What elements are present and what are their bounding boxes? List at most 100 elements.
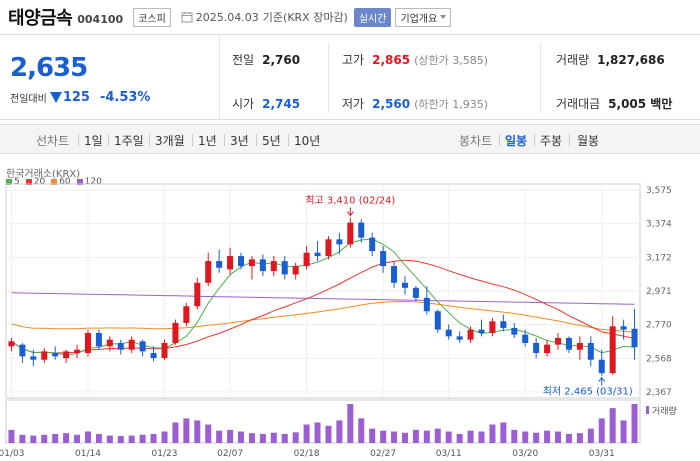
- candle-body: [248, 259, 255, 267]
- change-label: 전일대비: [10, 94, 47, 105]
- candle-body: [117, 343, 124, 350]
- low-arrow-head: [598, 376, 606, 382]
- tab-monthly[interactable]: 월봉: [577, 134, 600, 148]
- stat-label: 거래대금: [556, 97, 601, 111]
- candle-body: [456, 336, 463, 340]
- volume-label: 거래량: [652, 405, 677, 417]
- divider: [224, 134, 225, 146]
- volume-bar: [576, 433, 583, 443]
- volume-bar: [227, 429, 234, 443]
- divider: [540, 43, 541, 113]
- candle-body: [522, 334, 529, 344]
- y-tick-label: 2,770: [646, 321, 672, 331]
- stat-amount: 거래대금 5,005 백만: [556, 95, 672, 112]
- legend-swatch: [51, 179, 58, 185]
- ma120-line: [11, 292, 635, 305]
- candle-body: [631, 328, 638, 348]
- ma20-line: [11, 259, 635, 354]
- quote-date: 2025.04.03: [195, 10, 259, 24]
- tab-10y[interactable]: 10년: [294, 134, 321, 148]
- volume-bar: [248, 433, 255, 443]
- candle-body: [106, 339, 113, 347]
- volume-bar: [205, 424, 212, 443]
- volume-bar: [172, 422, 179, 443]
- candle-body: [369, 237, 376, 252]
- volume-bar: [391, 431, 398, 443]
- volume-bar: [52, 433, 59, 443]
- realtime-button[interactable]: 실시간: [353, 7, 392, 27]
- candle-body: [172, 322, 179, 344]
- company-overview-dropdown[interactable]: 기업개요: [395, 7, 452, 27]
- tab-1w[interactable]: 1주일: [114, 134, 144, 148]
- chart-period-tabs: 선차트 1일 1주일 3개월 1년 3년 5년 10년 봉차트 일봉 주봉 월봉: [0, 124, 700, 154]
- candle-body: [292, 266, 299, 275]
- x-tick-label: 02/07: [217, 449, 243, 459]
- tab-3m[interactable]: 3개월: [155, 134, 185, 148]
- stock-header: 태양금속 004100 코스피 2025.04.03 기준(KRX 장마감) 실…: [0, 0, 700, 34]
- volume-bar: [598, 418, 605, 443]
- tab-1d[interactable]: 1일: [84, 134, 103, 148]
- volume-bar: [216, 430, 223, 443]
- candle-body: [336, 239, 343, 245]
- candle-body: [489, 321, 496, 333]
- volume-bar: [139, 434, 146, 443]
- current-price: 2,635: [10, 53, 88, 83]
- candle-body: [609, 326, 616, 374]
- line-chart-label: 선차트: [36, 134, 70, 148]
- candle-body: [325, 239, 332, 257]
- legend-ma120: 120: [76, 177, 102, 187]
- candle-body: [259, 259, 266, 272]
- price-summary: 2,635 전일대비 125 -4.53% 전일 2,760 시가 2,745 …: [0, 34, 700, 120]
- candle-body: [391, 266, 398, 283]
- x-tick-label: 01/14: [75, 449, 101, 459]
- candlestick-chart[interactable]: 3,575 3,374 3,172 2,971 2,770 2,568 2,367 01/03…: [0, 160, 700, 461]
- candle-body: [478, 329, 485, 333]
- candle-body: [52, 353, 59, 357]
- y-tick-label: 2,568: [646, 354, 672, 364]
- candle-body: [139, 341, 146, 352]
- volume-bar: [106, 435, 113, 443]
- stat-prev-close: 전일 2,760: [232, 51, 300, 68]
- legend-swatch: [76, 179, 83, 185]
- volume-bar: [456, 433, 463, 443]
- volume-bar: [565, 433, 572, 443]
- volume-bar: [380, 430, 387, 443]
- candle-body: [238, 256, 245, 267]
- volume-bar: [95, 433, 102, 443]
- legend-ma20: 20: [25, 177, 46, 187]
- volume-bar: [117, 436, 124, 443]
- volume-bar: [30, 435, 37, 443]
- tab-5y[interactable]: 5년: [262, 134, 281, 148]
- stat-value: 1,827,686: [597, 53, 665, 67]
- candle-body: [620, 326, 627, 330]
- tab-3y[interactable]: 3년: [230, 134, 249, 148]
- stat-sub: (상한가 3,585): [414, 54, 488, 67]
- divider: [149, 134, 150, 146]
- candle-body: [467, 329, 474, 340]
- stat-value: 2,865: [372, 53, 411, 67]
- volume-bar: [41, 434, 48, 443]
- market-badge: 코스피: [133, 7, 171, 27]
- tab-weekly[interactable]: 주봉: [540, 134, 563, 148]
- candle-body: [183, 306, 190, 323]
- divider: [78, 134, 79, 146]
- volume-bar: [533, 432, 540, 443]
- volume-bar: [631, 404, 638, 443]
- candle-body: [216, 261, 223, 268]
- volume-bar: [478, 431, 485, 443]
- candle-body: [511, 327, 518, 335]
- x-tick-label: 03/11: [436, 449, 462, 459]
- y-tick-label: 3,172: [646, 253, 672, 263]
- volume-bar: [63, 433, 70, 443]
- divider: [288, 134, 289, 146]
- candle-chart-label: 봉차트: [459, 134, 493, 148]
- tab-daily[interactable]: 일봉: [505, 134, 528, 148]
- volume-bar: [347, 404, 354, 443]
- tab-1y[interactable]: 1년: [198, 134, 217, 148]
- low-annotation: 최저 2,465 (03/31): [543, 386, 633, 398]
- candle-body: [194, 282, 201, 307]
- calendar-icon: [181, 12, 193, 23]
- candle-body: [128, 339, 135, 350]
- volume-bar: [412, 429, 419, 443]
- legend-label: 20: [33, 177, 46, 187]
